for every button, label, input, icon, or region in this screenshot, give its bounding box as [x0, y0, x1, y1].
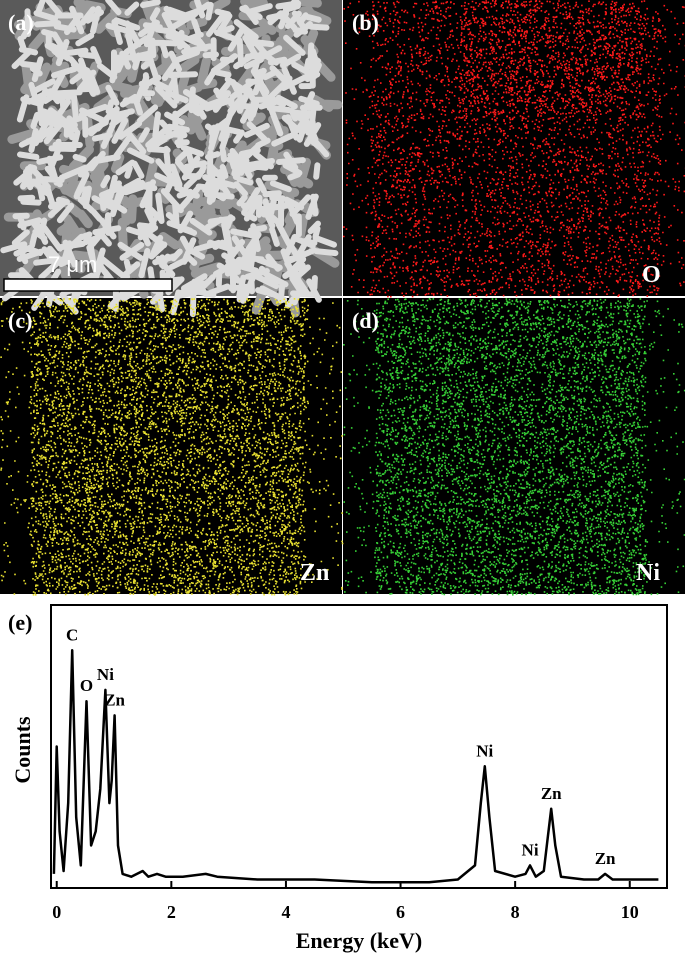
peak-label: Zn: [541, 784, 562, 803]
x-tick-label: 4: [281, 902, 290, 922]
peak-label: O: [80, 676, 93, 695]
zn-map-dots: [0, 298, 344, 596]
peak-label: Zn: [104, 690, 125, 709]
panel-label: (e): [8, 610, 32, 635]
plot-frame: [50, 604, 668, 889]
y-axis-label: Counts: [10, 716, 35, 784]
o-map-dots: [343, 0, 685, 298]
x-tick-label: 10: [621, 902, 639, 922]
peak-label: Zn: [595, 849, 616, 868]
element-label: Zn: [300, 560, 329, 586]
panel-label: (c): [8, 308, 32, 333]
panel-label: (b): [352, 10, 379, 35]
sem-texture: [0, 0, 339, 318]
peak-label: Ni: [522, 840, 539, 859]
ni-map-dots: [343, 298, 685, 596]
x-tick-label: 6: [396, 902, 405, 922]
peak-label: Ni: [476, 741, 493, 760]
x-tick-label: 0: [52, 902, 61, 922]
panel-label: (d): [352, 308, 379, 333]
panel-label: (a): [8, 10, 34, 35]
scale-bar: [3, 278, 173, 292]
peak-label: C: [66, 625, 78, 644]
zn-map-panel: [0, 298, 342, 594]
x-tick-label: 8: [511, 902, 520, 922]
peak-label: Ni: [97, 665, 114, 684]
x-axis-label: Energy (keV): [296, 928, 422, 953]
element-label: O: [642, 262, 661, 288]
x-tick-label: 2: [167, 902, 176, 922]
spectrum-line: [52, 649, 659, 884]
element-label: Ni: [636, 560, 660, 586]
scale-bar-label: 7 μm: [48, 252, 97, 277]
ni-map-panel: [343, 298, 685, 594]
textures: [0, 0, 685, 596]
